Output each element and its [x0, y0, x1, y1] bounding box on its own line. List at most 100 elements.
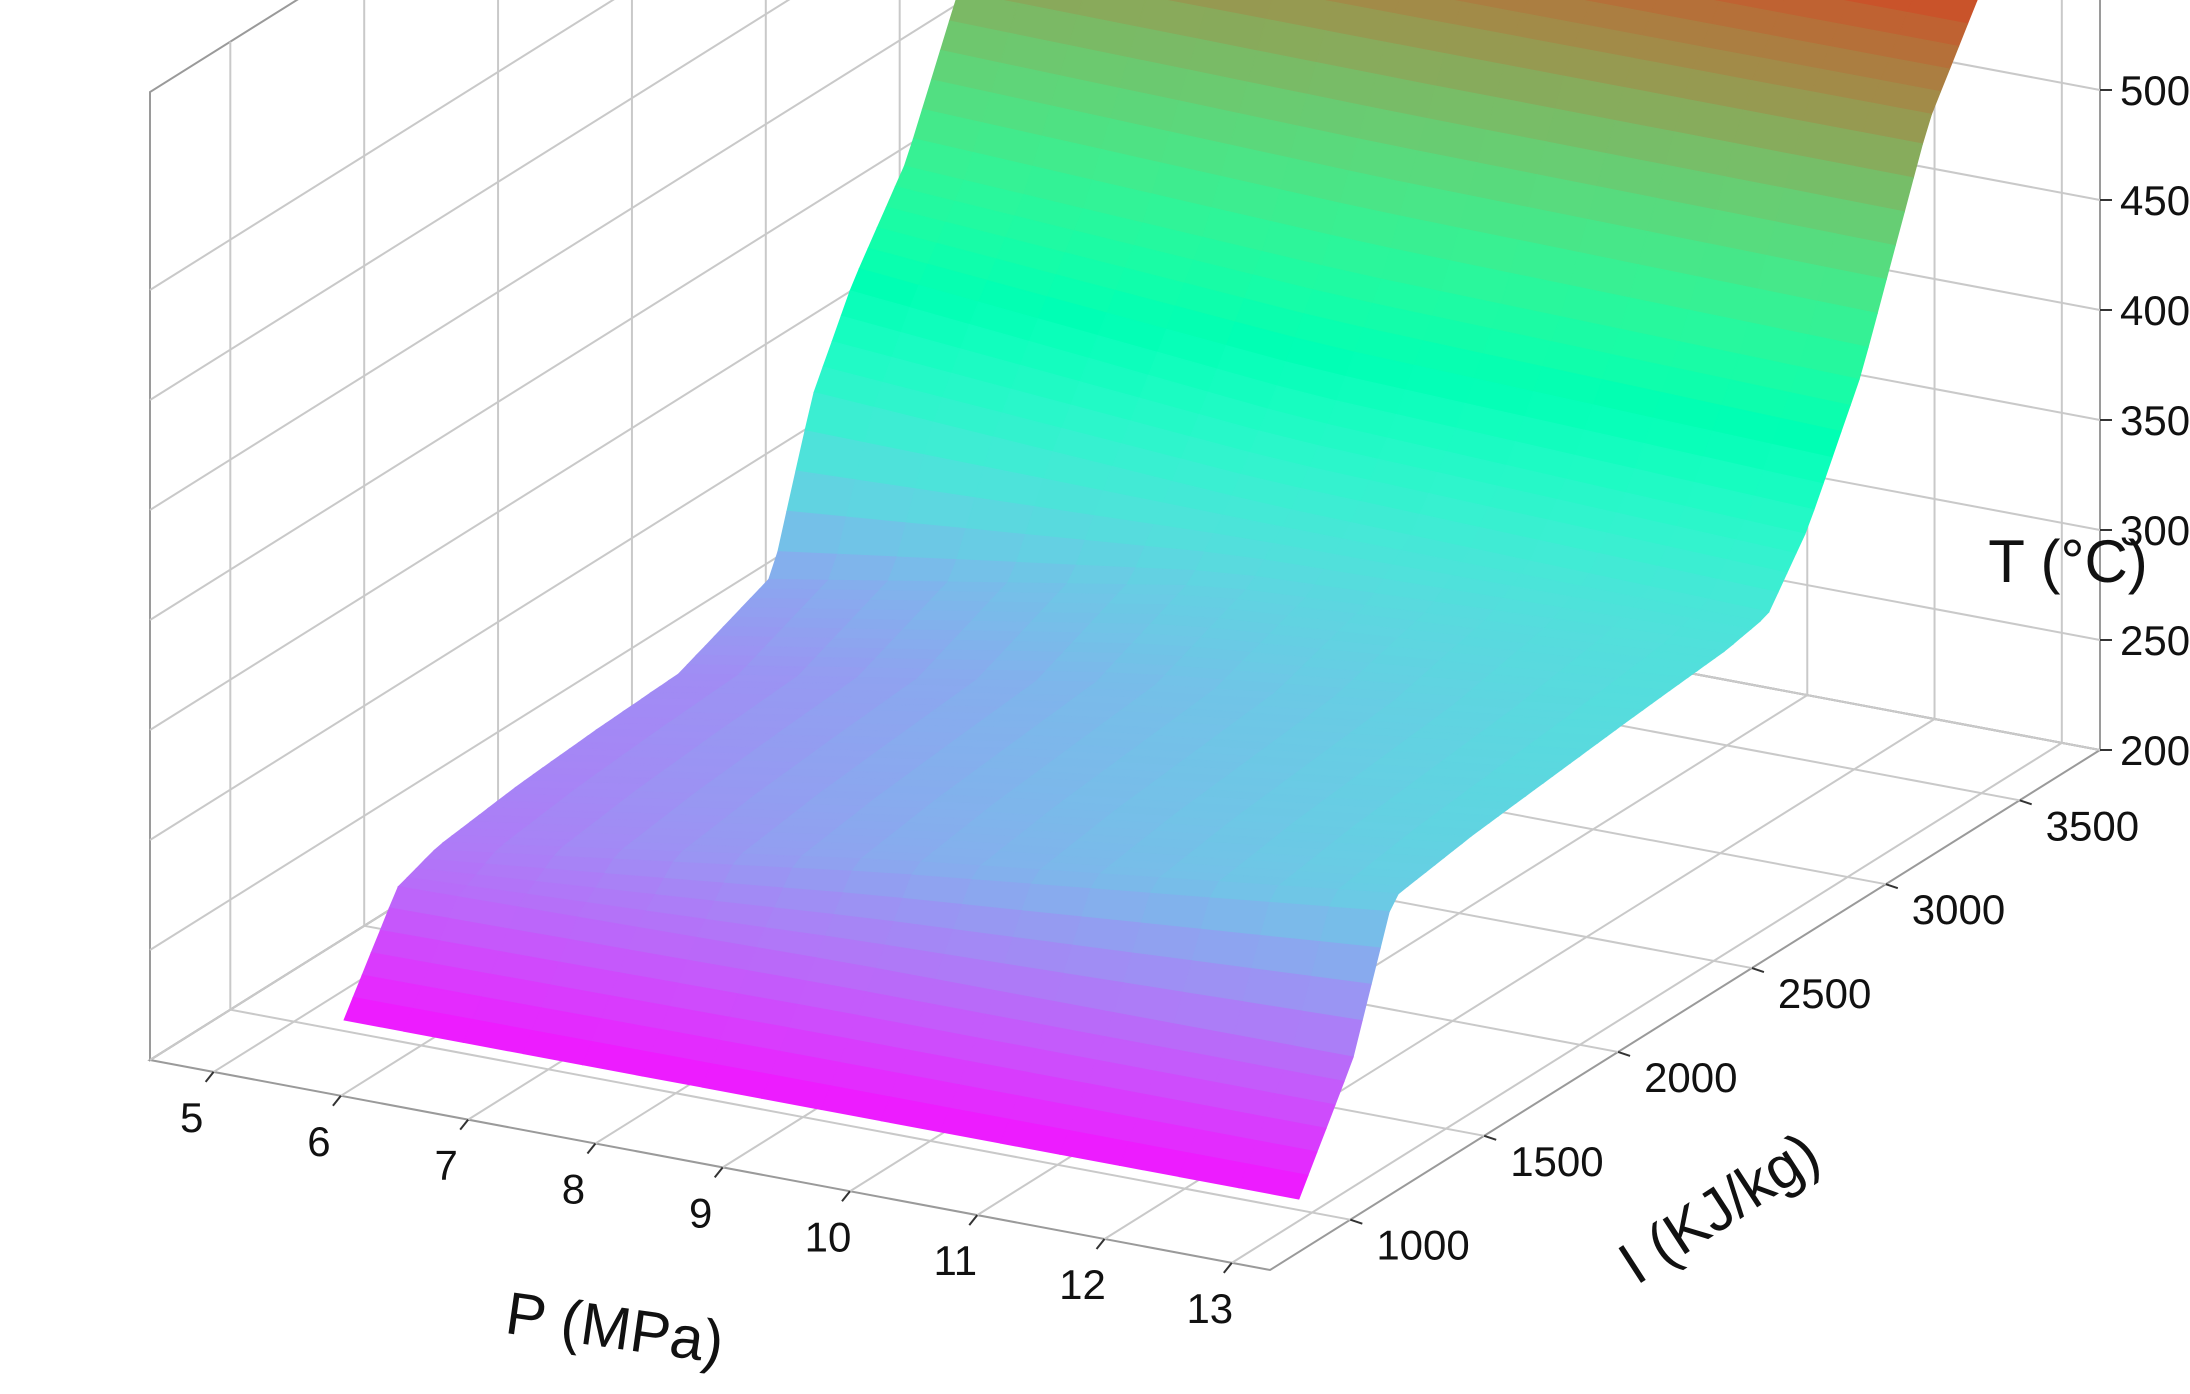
x-tick-mark — [841, 1190, 851, 1202]
z-tick-label: 300 — [2120, 507, 2190, 554]
x-tick-label: 9 — [689, 1189, 712, 1236]
x-tick-label: 12 — [1059, 1261, 1106, 1308]
surface-patch — [749, 588, 821, 600]
surface-patch — [984, 660, 1056, 673]
x-tick-label: 6 — [307, 1118, 330, 1165]
grid-line-z — [149, 0, 966, 511]
surface-patch — [901, 619, 973, 632]
y-axis-title: I (KJ/kg) — [1607, 1119, 1831, 1297]
grid-line-z — [149, 0, 615, 291]
surface-patch — [1116, 584, 1188, 596]
surface-patch — [1080, 622, 1152, 635]
grid-line-z — [149, 209, 981, 731]
surface-patch — [827, 553, 899, 582]
y-tick-mark — [2019, 799, 2032, 806]
surface-patch — [1015, 534, 1087, 566]
y-tick-mark — [1885, 883, 1899, 890]
surface-patch — [823, 637, 896, 650]
surface-patch — [1056, 583, 1129, 596]
x-tick-mark — [1095, 1238, 1106, 1250]
surface-patch — [731, 607, 803, 619]
x-tick-label: 10 — [805, 1213, 852, 1260]
surface-patch — [951, 630, 1024, 643]
x-tick-label: 5 — [180, 1094, 203, 1141]
x-axis-title: P (MPa) — [502, 1279, 728, 1376]
x-tick-mark — [713, 1166, 724, 1179]
x-tick-mark — [1223, 1262, 1233, 1274]
y-tick-mark — [1350, 1218, 1363, 1225]
surface-patch — [1062, 641, 1134, 655]
surface-patch — [758, 578, 830, 591]
y-tick-label: 3000 — [1912, 886, 2005, 933]
y-tick-mark — [1617, 1050, 1631, 1057]
surface-patch — [961, 620, 1033, 633]
surface-patch — [1089, 613, 1161, 625]
grid-line-z — [149, 99, 981, 621]
surface-patch — [836, 516, 908, 558]
surface-patch — [782, 617, 854, 630]
surface-patch — [809, 589, 881, 601]
surface-patch — [1044, 661, 1116, 674]
surface-patch — [915, 668, 988, 681]
y-tick-mark — [1751, 967, 1765, 974]
surface-patch — [868, 590, 941, 602]
surface-patch — [937, 581, 1009, 594]
grid-line-y — [230, 1008, 1351, 1221]
z-tick-label: 550 — [2120, 0, 2190, 4]
z-tick-label: 250 — [2120, 617, 2190, 664]
surface-patch — [874, 648, 946, 661]
surface-patch — [1020, 621, 1093, 634]
surface-patch — [686, 654, 758, 667]
surface — [343, 0, 1978, 1200]
surface-patch — [997, 582, 1069, 595]
surface-patch — [791, 608, 863, 620]
x-tick-mark — [968, 1214, 979, 1226]
surface-patch — [763, 636, 836, 649]
surface-patch — [704, 635, 776, 648]
x-tick-label: 8 — [562, 1166, 585, 1213]
surface-patch — [1029, 612, 1102, 624]
surface-patch — [928, 590, 1000, 603]
surface-patch — [1107, 593, 1179, 606]
surface-patch — [924, 659, 997, 672]
surface-patch — [887, 556, 958, 583]
surface-patch — [910, 610, 982, 622]
y-tick-label: 3500 — [2046, 802, 2139, 849]
surface-patch — [1098, 603, 1170, 616]
surface-patch — [777, 510, 848, 556]
surface-patch — [713, 626, 785, 638]
surface-patch — [677, 664, 749, 676]
surface-patch — [933, 649, 1006, 662]
x-tick-label: 7 — [435, 1142, 458, 1189]
surface-patch — [814, 647, 886, 660]
surface-patch — [1006, 561, 1078, 585]
surface-patch — [1125, 567, 1197, 587]
surface-patch — [1238, 1163, 1309, 1200]
surface-patch — [850, 609, 923, 621]
x-tick-mark — [332, 1095, 342, 1107]
x-tick-mark — [204, 1071, 215, 1083]
grid-line-z — [149, 0, 791, 401]
surface-patch — [896, 522, 967, 561]
grid-line-x — [1231, 741, 2063, 1264]
surface-patch — [1260, 901, 1331, 943]
surface-patch — [993, 650, 1065, 663]
surface-patch — [768, 551, 839, 581]
y-tick-label: 2000 — [1644, 1054, 1737, 1101]
surface-patch — [975, 669, 1047, 682]
surface-patch — [1066, 564, 1137, 586]
surface-patch — [919, 600, 991, 613]
surface-patch — [800, 598, 872, 611]
surface-patch — [754, 646, 827, 659]
surface-patch — [956, 528, 1027, 564]
surface-patch — [773, 627, 845, 640]
x-tick-mark — [586, 1142, 597, 1155]
z-tick-label: 500 — [2120, 67, 2190, 114]
y-tick-label: 2500 — [1778, 970, 1871, 1017]
x-tick-mark — [459, 1119, 469, 1131]
surface-patch — [1011, 631, 1084, 644]
surface-patch — [805, 656, 877, 669]
surface-patch — [859, 599, 932, 612]
surface-patch — [818, 579, 890, 592]
